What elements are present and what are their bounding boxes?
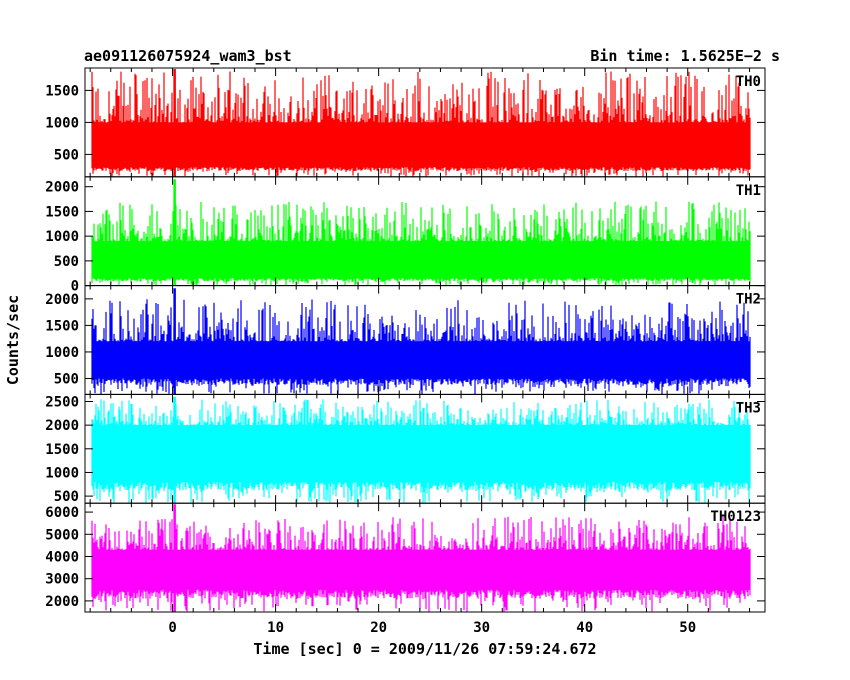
bin-time-label: Bin time: 1.5625E−2 s xyxy=(590,47,780,65)
x-tick-label-20: 20 xyxy=(370,620,387,636)
panel-label-th3: TH3 xyxy=(736,400,761,416)
panel-label-th2: TH2 xyxy=(736,292,761,308)
y-tick-label-2500: 2500 xyxy=(45,394,79,410)
series-trace-th0123 xyxy=(91,516,751,612)
y-tick-label-500: 500 xyxy=(54,489,79,505)
x-tick-label-50: 50 xyxy=(679,620,696,636)
y-tick-label-1000: 1000 xyxy=(45,465,79,481)
x-axis-label: Time [sec] 0 = 2009/11/26 07:59:24.672 xyxy=(253,640,596,658)
panel-label-th0: TH0 xyxy=(736,74,761,90)
y-tick-label-2000: 2000 xyxy=(45,594,79,610)
panel-label-th0123: TH0123 xyxy=(710,509,761,525)
panel-th0: 500 1000 1500 TH0 xyxy=(45,67,766,178)
y-tick-label-2000: 2000 xyxy=(45,180,79,196)
y-axis-label: Counts/sec xyxy=(4,295,22,385)
y-tick-label-4000: 4000 xyxy=(45,549,79,565)
series-band-th1 xyxy=(92,257,750,273)
panel-th3: 500 1000 1500 2000 2500 TH3 xyxy=(45,393,766,505)
panel-th1: 0 500 1000 1500 2000 TH1 xyxy=(45,176,766,295)
series-trace-th0 xyxy=(91,71,751,177)
panel-frame-th0123 xyxy=(84,502,766,613)
y-tick-label-500: 500 xyxy=(54,254,79,270)
series-band-th3 xyxy=(92,450,750,474)
y-tick-label-1500: 1500 xyxy=(45,318,79,334)
series-trace-th1 xyxy=(91,201,751,286)
y-tick-label-1500: 1500 xyxy=(45,204,79,220)
y-tick-label-1000: 1000 xyxy=(45,229,79,245)
y-tick-label-2000: 2000 xyxy=(45,292,79,308)
chart-title: ae091126075924_wam3_bst xyxy=(84,47,292,65)
panel-th0123: 2000 3000 4000 5000 6000 TH0123 xyxy=(45,502,766,613)
x-tick-label-10: 10 xyxy=(267,620,284,636)
x-tick-label-0: 0 xyxy=(168,620,176,636)
y-tick-label-1000: 1000 xyxy=(45,345,79,361)
y-tick-label-500: 500 xyxy=(54,371,79,387)
series-band-th0123 xyxy=(92,567,750,584)
series-trace-th2 xyxy=(91,299,751,395)
y-tick-label-5000: 5000 xyxy=(45,527,79,543)
series-band-th0 xyxy=(92,142,750,161)
y-tick-label-1500: 1500 xyxy=(45,442,79,458)
x-tick-label-30: 30 xyxy=(473,620,490,636)
y-tick-label-6000: 6000 xyxy=(45,505,79,521)
series-band-th2 xyxy=(92,358,750,373)
y-tick-label-1000: 1000 xyxy=(45,115,79,131)
y-tick-label-3000: 3000 xyxy=(45,572,79,588)
y-tick-label-2000: 2000 xyxy=(45,418,79,434)
y-tick-label-0: 0 xyxy=(71,279,79,295)
y-tick-label-1500: 1500 xyxy=(45,83,79,99)
panel-th2: 500 1000 1500 2000 TH2 xyxy=(45,285,766,395)
panel-label-th1: TH1 xyxy=(736,183,761,199)
x-tick-label-40: 40 xyxy=(576,620,593,636)
y-tick-label-500: 500 xyxy=(54,147,79,163)
